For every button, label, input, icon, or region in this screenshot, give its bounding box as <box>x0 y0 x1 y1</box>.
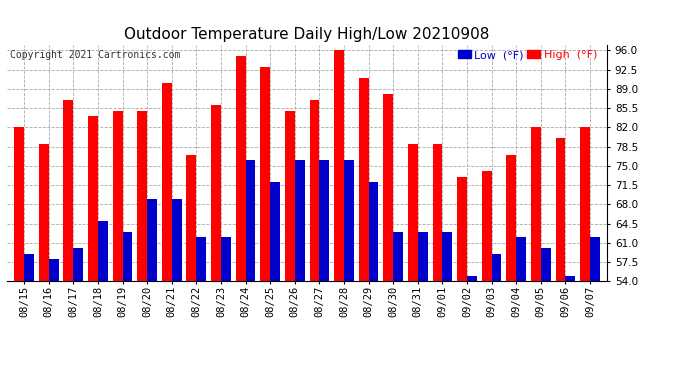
Bar <box>14 128 24 375</box>
Bar <box>112 111 123 375</box>
Bar <box>590 237 600 375</box>
Bar <box>98 221 108 375</box>
Bar <box>384 94 393 375</box>
Bar <box>482 171 491 375</box>
Bar <box>246 160 255 375</box>
Bar <box>285 111 295 375</box>
Bar <box>433 144 442 375</box>
Bar <box>491 254 502 375</box>
Bar <box>137 111 147 375</box>
Bar <box>565 276 575 375</box>
Bar <box>172 199 181 375</box>
Bar <box>147 199 157 375</box>
Bar <box>393 232 403 375</box>
Bar <box>467 276 477 375</box>
Bar <box>24 254 34 375</box>
Bar <box>408 144 417 375</box>
Bar <box>344 160 354 375</box>
Bar <box>516 237 526 375</box>
Bar <box>531 128 541 375</box>
Bar <box>442 232 452 375</box>
Bar <box>270 182 280 375</box>
Bar <box>310 100 319 375</box>
Bar <box>123 232 132 375</box>
Title: Outdoor Temperature Daily High/Low 20210908: Outdoor Temperature Daily High/Low 20210… <box>124 27 490 42</box>
Bar <box>39 144 49 375</box>
Bar <box>73 248 83 375</box>
Bar <box>211 105 221 375</box>
Bar <box>186 155 197 375</box>
Bar <box>260 67 270 375</box>
Bar <box>295 160 304 375</box>
Bar <box>359 78 368 375</box>
Bar <box>197 237 206 375</box>
Bar <box>506 155 516 375</box>
Bar <box>457 177 467 375</box>
Bar <box>162 84 172 375</box>
Bar <box>88 116 98 375</box>
Bar <box>334 51 344 375</box>
Bar <box>555 138 565 375</box>
Bar <box>541 248 551 375</box>
Bar <box>49 259 59 375</box>
Bar <box>221 237 230 375</box>
Bar <box>417 232 428 375</box>
Legend: Low  (°F), High  (°F): Low (°F), High (°F) <box>453 46 602 65</box>
Bar <box>580 128 590 375</box>
Bar <box>368 182 378 375</box>
Text: Copyright 2021 Cartronics.com: Copyright 2021 Cartronics.com <box>10 50 180 60</box>
Bar <box>319 160 329 375</box>
Bar <box>63 100 73 375</box>
Bar <box>236 56 246 375</box>
